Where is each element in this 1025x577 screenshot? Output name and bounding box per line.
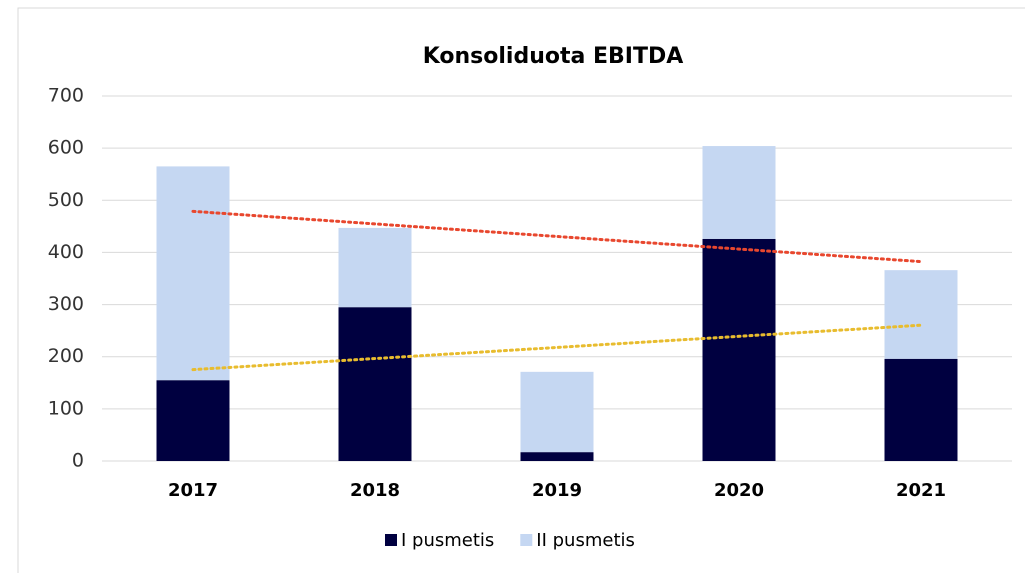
- x-tick-label: 2021: [896, 480, 946, 501]
- y-tick-label: 0: [72, 450, 84, 472]
- bar-segment: [702, 146, 776, 239]
- bar-segment: [520, 452, 594, 461]
- bar-segment: [156, 380, 230, 461]
- y-tick-label: 500: [48, 189, 84, 211]
- series-trend-line: [191, 323, 923, 372]
- legend-label: II pusmetis: [536, 530, 635, 551]
- bar-segment: [884, 358, 958, 461]
- x-tick-label: 2017: [168, 480, 218, 501]
- bar-segment: [338, 307, 412, 461]
- x-tick-label: 2018: [350, 480, 400, 501]
- y-tick-label: 200: [48, 345, 84, 367]
- bar-segment: [702, 238, 776, 461]
- legend-swatch: [385, 534, 397, 546]
- bar-segment: [884, 270, 958, 359]
- chart-title: Konsoliduota EBITDA: [423, 44, 684, 69]
- chart-frame: [17, 7, 1025, 577]
- legend-label: I pusmetis: [401, 530, 494, 551]
- y-tick-label: 300: [48, 293, 84, 315]
- bar-segment: [156, 166, 230, 381]
- y-tick-label: 700: [48, 85, 84, 107]
- y-tick-label: 400: [48, 241, 84, 263]
- legend-swatch: [520, 534, 533, 546]
- total-trend-line: [191, 209, 923, 264]
- x-tick-label: 2020: [714, 480, 764, 501]
- y-tick-label: 600: [48, 137, 84, 159]
- bar-segment: [520, 371, 594, 453]
- bar-segment: [338, 227, 412, 308]
- x-tick-label: 2019: [532, 480, 582, 501]
- y-tick-label: 100: [48, 397, 84, 419]
